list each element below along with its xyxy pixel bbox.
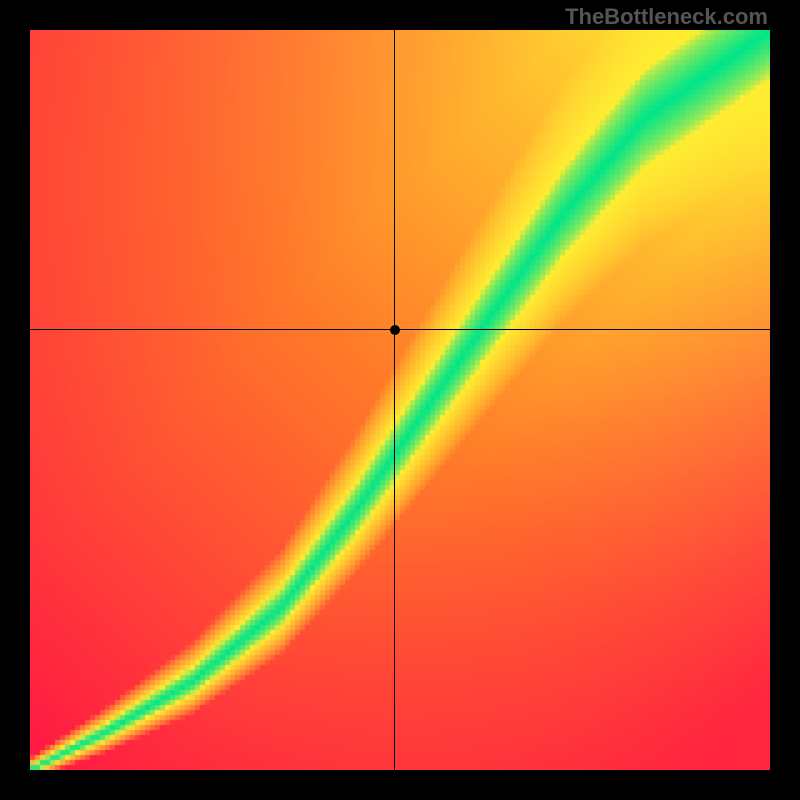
heatmap-canvas	[30, 30, 770, 770]
data-point-marker	[390, 325, 400, 335]
crosshair-vertical	[394, 30, 395, 770]
crosshair-horizontal	[30, 329, 770, 330]
chart-container: TheBottleneck.com	[0, 0, 800, 800]
watermark-text: TheBottleneck.com	[565, 4, 768, 30]
